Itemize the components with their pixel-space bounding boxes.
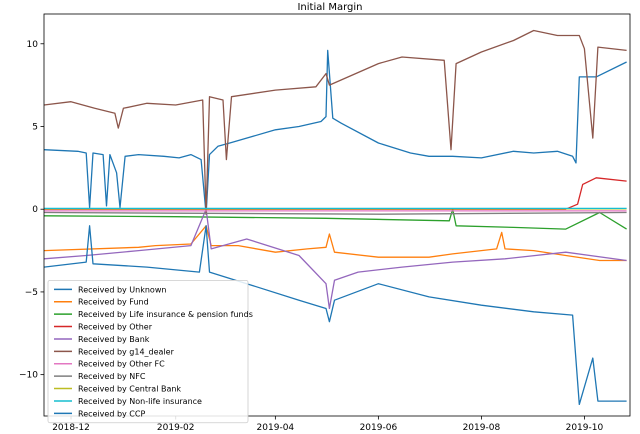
y-tick-label-4: −10: [19, 371, 38, 381]
x-tick-label-0: 2018-12: [52, 423, 90, 433]
legend-label-9: Received by Non-life insurance: [78, 397, 202, 406]
legend-label-7: Received by NFC: [78, 372, 146, 381]
legend-label-1: Received by Fund: [78, 298, 149, 307]
legend-label-4: Received by Bank: [78, 335, 150, 344]
x-tick-label-3: 2019-06: [360, 423, 398, 433]
chart-title: Initial Margin: [297, 2, 362, 13]
legend-label-0: Received by Unknown: [78, 285, 166, 294]
plot-area: [43, 13, 631, 417]
y-tick-label-1: 5: [32, 122, 38, 132]
legend-label-2: Received by Life insurance & pension fun…: [78, 310, 253, 319]
series-line-7: [43, 211, 627, 215]
series-layer: [43, 29, 627, 406]
x-tick-label-2: 2019-04: [257, 423, 295, 433]
legend-label-5: Received by g14_dealer: [78, 347, 175, 356]
y-tick-label-0: 10: [27, 40, 39, 50]
series-line-3: [44, 177, 627, 210]
y-tick-label-3: −5: [25, 288, 38, 298]
legend-box: [47, 279, 249, 424]
series-line-2: [43, 208, 627, 230]
series-line-4: [43, 208, 627, 310]
legend-label-10: Received by CCP: [78, 409, 145, 418]
legend-label-3: Received by Other: [78, 323, 153, 332]
legend: Received by Unknown Received by Fund Recei…: [47, 279, 253, 424]
y-tick-label-2: 0: [32, 205, 38, 215]
x-tick-label-4: 2019-08: [463, 423, 501, 433]
legend-label-6: Received by Other FC: [78, 360, 165, 369]
series-line-10: [43, 225, 627, 406]
series-line-0: [43, 49, 627, 215]
x-tick-label-5: 2019-10: [566, 423, 604, 433]
series-line-1: [43, 225, 627, 262]
y-axis: 10 5 0 −5 −10: [19, 40, 44, 381]
x-tick-label-1: 2019-02: [157, 423, 195, 433]
axes-frame: [43, 13, 631, 417]
series-line-5: [43, 29, 627, 215]
legend-label-8: Received by Central Bank: [78, 385, 181, 394]
